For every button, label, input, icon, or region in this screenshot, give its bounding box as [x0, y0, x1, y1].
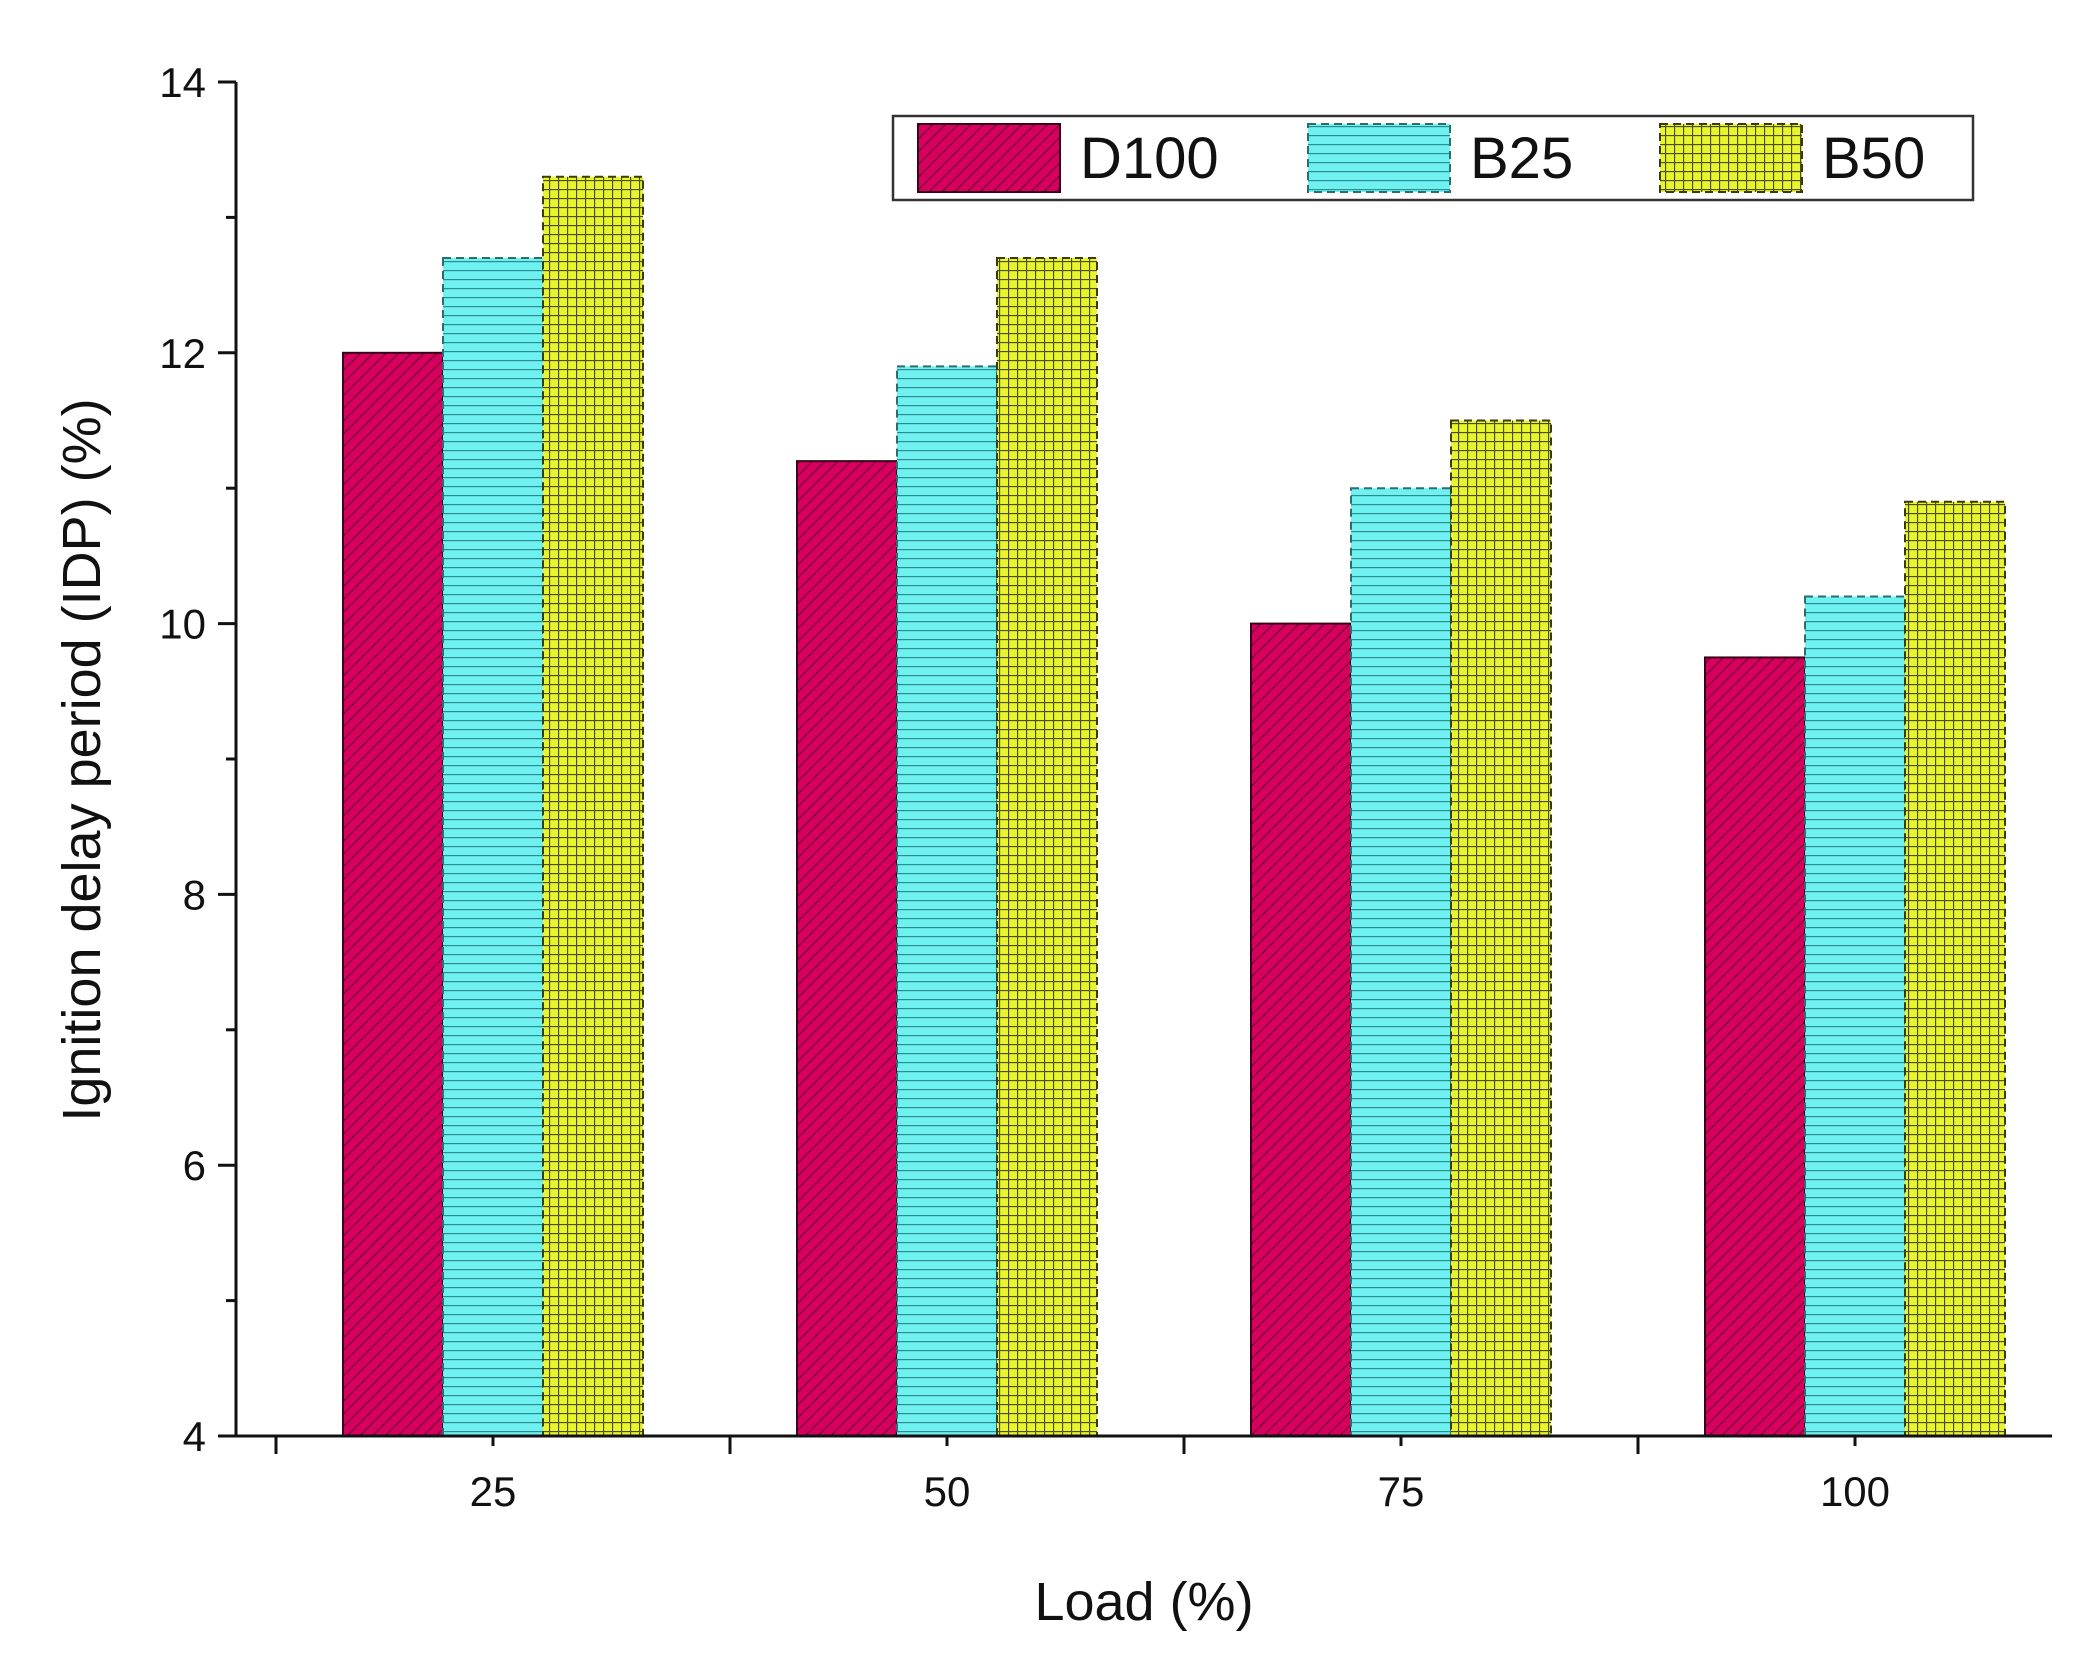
legend-label-b25: B25 [1470, 126, 1573, 191]
bar-b25-25 [442, 257, 544, 1437]
bar-b25-50 [896, 365, 998, 1438]
bar-d100-25 [342, 351, 444, 1437]
bar-b25-100 [1804, 595, 1906, 1437]
legend-swatch-b25 [1307, 123, 1451, 193]
y-tick-label: 10 [159, 601, 206, 648]
legend-swatch-d100 [917, 123, 1061, 193]
y-ticks: 4 6 8 10 12 14 [159, 59, 236, 1460]
bar-b50-25 [542, 175, 644, 1437]
legend-label-d100: D100 [1080, 126, 1219, 191]
bar-d100-50 [796, 460, 898, 1437]
bar-b50-100 [1904, 500, 2006, 1437]
x-tick-label-100: 100 [1820, 1468, 1890, 1515]
y-tick-label: 12 [159, 330, 206, 377]
legend-swatch-b50 [1659, 123, 1803, 193]
x-tick-label-75: 75 [1378, 1468, 1425, 1515]
legend: D100 B25 B50 [891, 114, 1975, 202]
x-tick-label-50: 50 [924, 1468, 971, 1515]
bars-layer [342, 175, 2006, 1438]
y-tick-label: 6 [183, 1142, 206, 1189]
bar-b25-75 [1350, 487, 1452, 1437]
bar-d100-75 [1250, 622, 1352, 1437]
legend-label-b50: B50 [1822, 126, 1925, 191]
x-ticks: 25 50 75 100 [274, 1436, 1890, 1515]
bar-b50-75 [1450, 419, 1552, 1437]
legend-items: D100 B25 B50 [917, 123, 1925, 193]
y-tick-label: 8 [183, 871, 206, 918]
bar-b50-50 [996, 257, 1098, 1437]
y-axis-title: Ignition delay period (IDP) (%) [52, 398, 112, 1121]
bar-d100-100 [1704, 656, 1806, 1437]
x-axis-title: Load (%) [1034, 1572, 1253, 1632]
y-tick-label: 14 [159, 59, 206, 106]
x-tick-label-25: 25 [470, 1468, 517, 1515]
y-tick-label: 4 [183, 1413, 206, 1460]
